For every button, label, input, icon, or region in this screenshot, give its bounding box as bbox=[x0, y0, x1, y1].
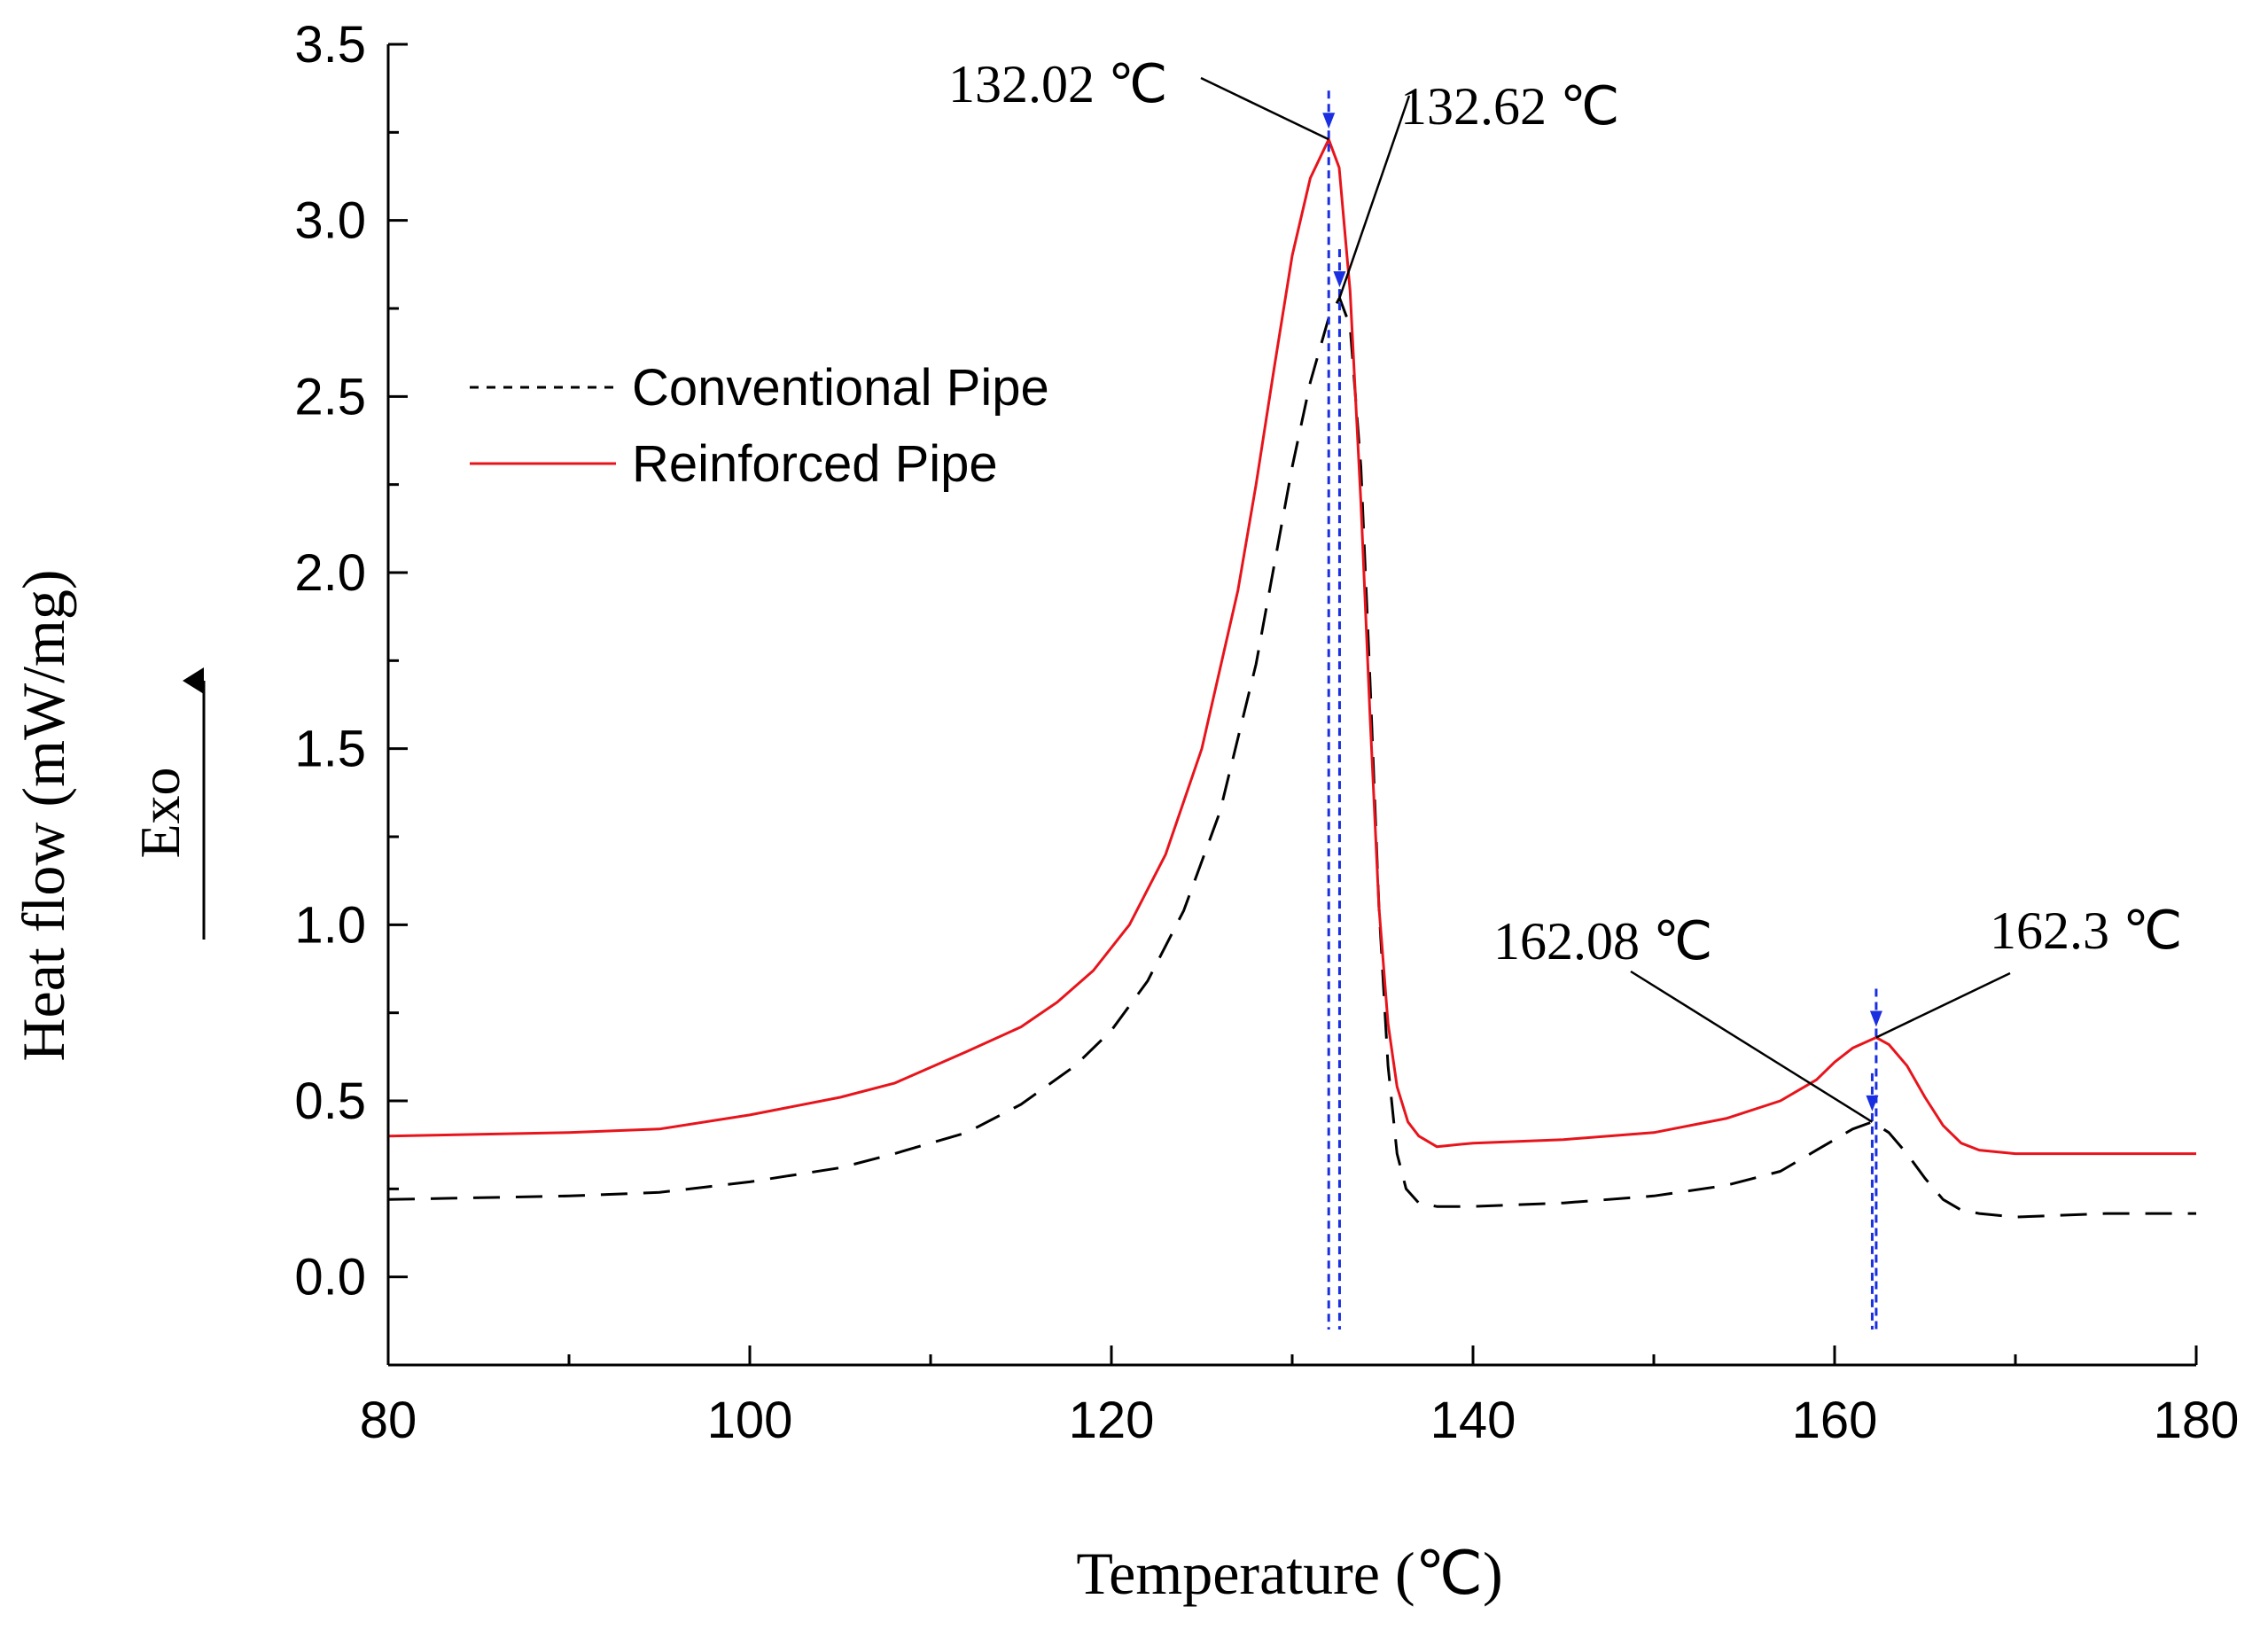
annotation-label-132-62: 132.62 ℃ bbox=[1400, 77, 1619, 136]
annotation-leader-132-02 bbox=[1200, 76, 1329, 141]
x-tick-label: 160 bbox=[1792, 1392, 1878, 1449]
tick-layer: 80 100 120 140 160 180 0.0 0.5 1.0 1.5 2.0 2.5 3.0 3.… bbox=[294, 16, 2239, 1449]
x-tick-label: 140 bbox=[1430, 1392, 1516, 1449]
annotation-label-162-08: 162.08 ℃ bbox=[1493, 912, 1712, 971]
annotation-label-132-02: 132.02 ℃ bbox=[948, 55, 1167, 113]
y-tick-label: 3.0 bbox=[294, 192, 366, 250]
exo-label: Exo bbox=[129, 767, 191, 858]
annotation-leader-162-3 bbox=[1875, 971, 2011, 1039]
x-tick-label: 100 bbox=[707, 1392, 793, 1449]
y-tick-label: 2.0 bbox=[294, 544, 366, 602]
y-tick-label: 1.5 bbox=[294, 721, 366, 778]
y-tick-label: 3.5 bbox=[294, 16, 366, 74]
legend-label-conventional: Conventional Pipe bbox=[632, 359, 1049, 417]
y-tick-label: 2.5 bbox=[294, 368, 366, 425]
x-tick-label: 180 bbox=[2154, 1392, 2240, 1449]
y-tick-label: 0.5 bbox=[294, 1072, 366, 1130]
series-line-conventional bbox=[387, 296, 2196, 1219]
series-layer bbox=[387, 137, 2196, 1219]
legend-label-reinforced: Reinforced Pipe bbox=[632, 435, 998, 493]
series-line-reinforced bbox=[387, 137, 2196, 1156]
peak-marker-arrow bbox=[1333, 271, 1346, 288]
y-tick-label: 0.0 bbox=[294, 1249, 366, 1306]
y-axis-title: Heat flow (mW/mg) bbox=[10, 569, 77, 1061]
annotation-leader-162-08 bbox=[1630, 970, 1874, 1123]
legend: Conventional Pipe Reinforced Pipe bbox=[470, 359, 1049, 493]
peak-marker-arrow bbox=[1322, 113, 1336, 129]
annotation-label-162-3: 162.3 ℃ bbox=[1990, 901, 2182, 960]
peak-marker-arrow bbox=[1869, 1010, 1882, 1027]
x-axis-title: Temperature (℃) bbox=[1076, 1540, 1502, 1607]
peak-marker-layer bbox=[1322, 90, 1882, 1330]
x-tick-label: 80 bbox=[360, 1392, 417, 1449]
annotation-leader-132-62 bbox=[1338, 95, 1411, 299]
x-tick-label: 120 bbox=[1069, 1392, 1155, 1449]
y-tick-label: 1.0 bbox=[294, 896, 366, 954]
annotations: 132.02 ℃ 132.62 ℃ 162.08 ℃ 162.3 ℃ bbox=[948, 55, 2182, 1123]
